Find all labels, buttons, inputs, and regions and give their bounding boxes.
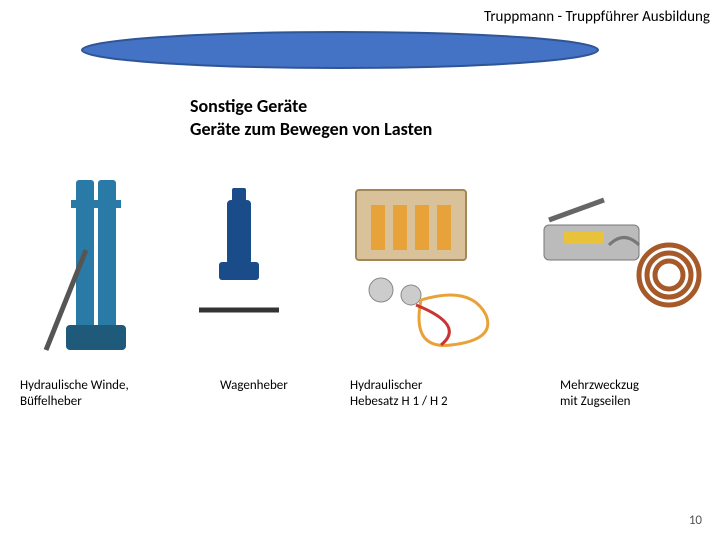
title-banner <box>80 30 600 70</box>
caption-2: Wagenheber <box>220 378 340 394</box>
caption-1-line2: Büffelheber <box>20 394 170 410</box>
section-title-line2: Geräte zum Bewegen von Lasten <box>190 118 432 141</box>
image-hebesatz <box>321 175 501 355</box>
image-wagenheber <box>189 180 289 350</box>
image-hydraulische-winde <box>16 170 156 360</box>
caption-2-line1: Wagenheber <box>220 378 340 394</box>
section-title-line1: Sonstige Geräte <box>190 95 432 118</box>
caption-4: Mehrzweckzug mit Zugseilen <box>560 378 710 411</box>
page-number: 10 <box>689 513 702 528</box>
caption-3-line1: Hydraulischer <box>350 378 500 394</box>
header-text: Truppmann - Truppführer Ausbildung <box>484 8 710 26</box>
equipment-images-row <box>0 165 720 365</box>
caption-1: Hydraulische Winde, Büffelheber <box>20 378 170 411</box>
caption-3-line2: Hebesatz H 1 / H 2 <box>350 394 500 410</box>
caption-4-line1: Mehrzweckzug <box>560 378 710 394</box>
section-title: Sonstige Geräte Geräte zum Bewegen von L… <box>190 95 432 142</box>
caption-3: Hydraulischer Hebesatz H 1 / H 2 <box>350 378 500 411</box>
caption-1-line1: Hydraulische Winde, <box>20 378 170 394</box>
caption-4-line2: mit Zugseilen <box>560 394 710 410</box>
image-mehrzweckzug <box>534 190 704 340</box>
